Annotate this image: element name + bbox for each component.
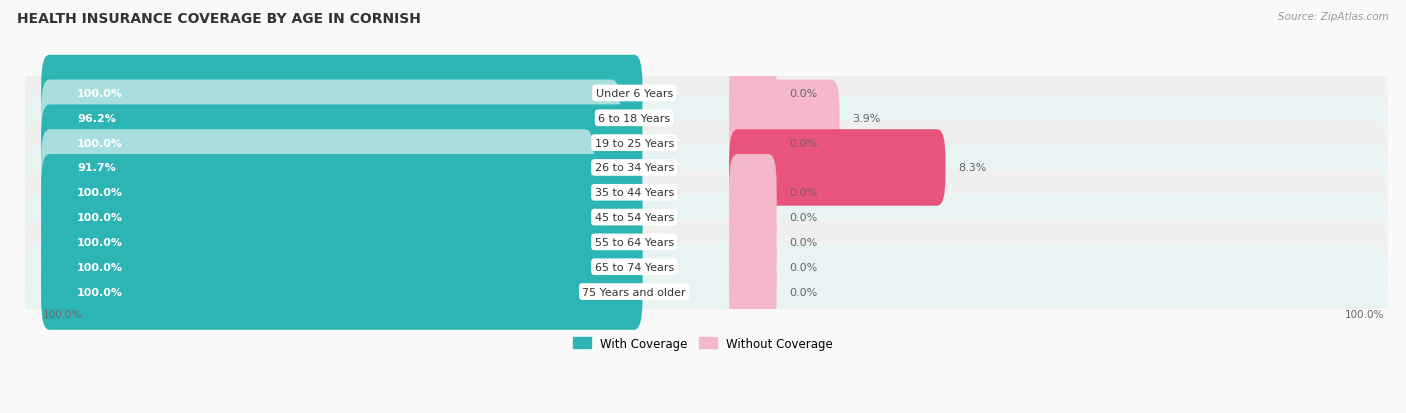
Text: Under 6 Years: Under 6 Years (596, 89, 673, 99)
FancyBboxPatch shape (730, 204, 776, 280)
FancyBboxPatch shape (730, 130, 945, 206)
FancyBboxPatch shape (41, 155, 643, 231)
FancyBboxPatch shape (25, 96, 1388, 190)
FancyBboxPatch shape (730, 155, 776, 231)
FancyBboxPatch shape (41, 229, 643, 305)
Text: 0.0%: 0.0% (789, 287, 817, 297)
FancyBboxPatch shape (41, 81, 620, 157)
Text: 0.0%: 0.0% (789, 262, 817, 272)
FancyBboxPatch shape (730, 229, 776, 305)
Text: 100.0%: 100.0% (77, 138, 122, 148)
FancyBboxPatch shape (41, 254, 643, 330)
FancyBboxPatch shape (25, 121, 1388, 215)
Text: 96.2%: 96.2% (77, 114, 115, 123)
Text: 75 Years and older: 75 Years and older (582, 287, 686, 297)
FancyBboxPatch shape (41, 105, 643, 181)
FancyBboxPatch shape (730, 254, 776, 330)
FancyBboxPatch shape (730, 56, 776, 132)
FancyBboxPatch shape (730, 179, 776, 256)
FancyBboxPatch shape (25, 145, 1388, 240)
Text: 0.0%: 0.0% (789, 188, 817, 198)
Text: 100.0%: 100.0% (77, 237, 122, 247)
FancyBboxPatch shape (25, 71, 1388, 166)
FancyBboxPatch shape (730, 81, 839, 157)
Text: 100.0%: 100.0% (42, 309, 82, 319)
Text: 100.0%: 100.0% (77, 213, 122, 223)
Text: 91.7%: 91.7% (77, 163, 115, 173)
FancyBboxPatch shape (41, 130, 593, 206)
Text: 0.0%: 0.0% (789, 89, 817, 99)
Text: HEALTH INSURANCE COVERAGE BY AGE IN CORNISH: HEALTH INSURANCE COVERAGE BY AGE IN CORN… (17, 12, 420, 26)
Text: 0.0%: 0.0% (789, 138, 817, 148)
Text: 100.0%: 100.0% (77, 89, 122, 99)
Text: 0.0%: 0.0% (789, 213, 817, 223)
Text: 35 to 44 Years: 35 to 44 Years (595, 188, 673, 198)
Text: 3.9%: 3.9% (852, 114, 880, 123)
FancyBboxPatch shape (41, 179, 643, 256)
Text: 100.0%: 100.0% (1344, 309, 1384, 319)
FancyBboxPatch shape (25, 220, 1388, 314)
FancyBboxPatch shape (25, 46, 1388, 141)
FancyBboxPatch shape (41, 204, 643, 280)
Legend: With Coverage, Without Coverage: With Coverage, Without Coverage (568, 332, 838, 354)
FancyBboxPatch shape (41, 56, 643, 132)
Text: 55 to 64 Years: 55 to 64 Years (595, 237, 673, 247)
FancyBboxPatch shape (25, 195, 1388, 290)
Text: 26 to 34 Years: 26 to 34 Years (595, 163, 673, 173)
FancyBboxPatch shape (25, 244, 1388, 339)
Text: 19 to 25 Years: 19 to 25 Years (595, 138, 673, 148)
Text: 0.0%: 0.0% (789, 237, 817, 247)
Text: Source: ZipAtlas.com: Source: ZipAtlas.com (1278, 12, 1389, 22)
Text: 100.0%: 100.0% (77, 188, 122, 198)
Text: 6 to 18 Years: 6 to 18 Years (598, 114, 671, 123)
Text: 45 to 54 Years: 45 to 54 Years (595, 213, 673, 223)
FancyBboxPatch shape (25, 170, 1388, 265)
Text: 8.3%: 8.3% (957, 163, 986, 173)
Text: 100.0%: 100.0% (77, 262, 122, 272)
FancyBboxPatch shape (730, 105, 776, 181)
Text: 100.0%: 100.0% (77, 287, 122, 297)
Text: 65 to 74 Years: 65 to 74 Years (595, 262, 673, 272)
